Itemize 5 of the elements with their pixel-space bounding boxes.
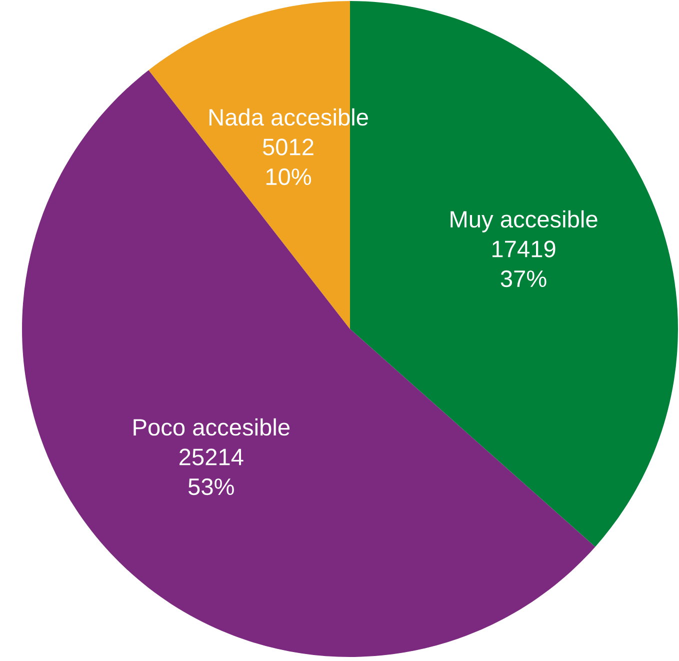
data-label: 5012 10%: [262, 138, 314, 186]
data-label: 25214 53%: [180, 448, 244, 496]
slice-label: Poco accesible: [134, 418, 290, 436]
data-label: 17419 37%: [492, 240, 556, 288]
slice-label: Muy accesible: [450, 210, 598, 232]
